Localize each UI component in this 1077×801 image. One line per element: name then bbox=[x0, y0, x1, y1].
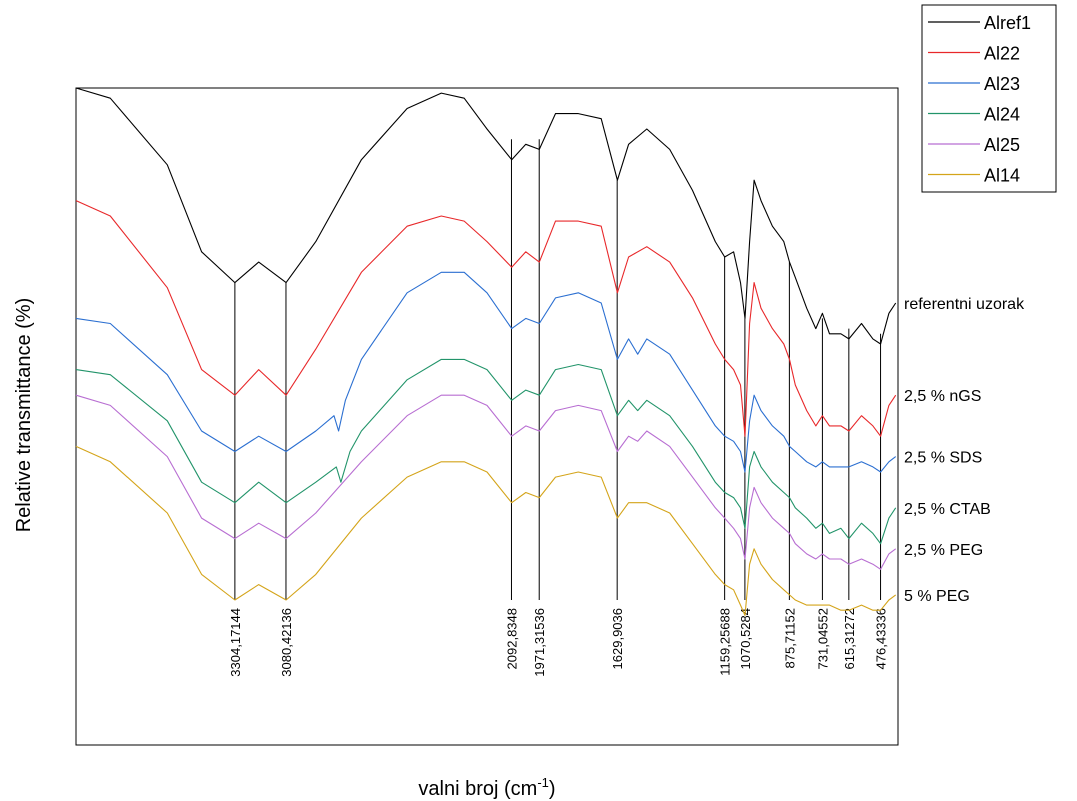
legend-box bbox=[921, 4, 1057, 193]
peak-label: 615,31272 bbox=[842, 608, 857, 669]
peak-label: 1159,25688 bbox=[718, 608, 733, 676]
series-line-al14 bbox=[75, 445, 897, 616]
peak-label: 3080,42136 bbox=[279, 608, 294, 677]
peak-label: 1070,5284 bbox=[738, 608, 753, 669]
x-axis-label-end: ) bbox=[549, 778, 556, 800]
peak-label: 875,71152 bbox=[782, 608, 797, 669]
peak-label: 1629,9036 bbox=[610, 608, 625, 669]
peak-label: 1971,31536 bbox=[532, 608, 547, 677]
x-axis-label: valni broj (cm-1) bbox=[418, 775, 555, 800]
sample-label-al22: 2,5 % nGS bbox=[904, 388, 981, 405]
legend-label-alref1: Alref1 bbox=[984, 13, 1031, 33]
legend-label-al25: Al25 bbox=[984, 135, 1020, 155]
sample-labels: referentni uzorak 2,5 % nGS 2,5 % SDS 2,5 %… bbox=[904, 296, 1025, 605]
series-line-al24 bbox=[75, 358, 897, 545]
sample-label-al24: 2,5 % CTAB bbox=[904, 501, 991, 518]
legend: Alref1 Al22 Al23 Al24 Al25 Al14 bbox=[921, 4, 1057, 193]
peak-annotations: 3304,17144 3080,42136 2092,8348 1971,31536 1… bbox=[228, 139, 889, 677]
series-line-al22 bbox=[75, 200, 897, 437]
plot-area-frame bbox=[75, 87, 899, 746]
legend-label-al23: Al23 bbox=[984, 74, 1020, 94]
x-axis-label-superscript: -1 bbox=[537, 775, 549, 790]
series-line-al25 bbox=[75, 394, 897, 570]
sample-label-alref1: referentni uzorak bbox=[904, 296, 1025, 313]
series-line-al23 bbox=[75, 271, 897, 473]
legend-label-al14: Al14 bbox=[984, 166, 1020, 186]
peak-label: 731,04552 bbox=[815, 608, 830, 669]
sample-label-al23: 2,5 % SDS bbox=[904, 450, 982, 467]
y-axis-label: Relative transmittance (%) bbox=[13, 298, 35, 533]
peak-label: 2092,8348 bbox=[504, 608, 519, 669]
peak-label: 476,43336 bbox=[874, 608, 889, 669]
legend-label-al22: Al22 bbox=[984, 44, 1020, 64]
series-line-alref1 bbox=[75, 87, 897, 345]
x-axis-label-main: valni broj (cm bbox=[418, 778, 537, 800]
spectra-series bbox=[75, 87, 897, 616]
sample-label-al25: 2,5 % PEG bbox=[904, 542, 983, 559]
sample-label-al14: 5 % PEG bbox=[904, 588, 970, 605]
peak-label: 3304,17144 bbox=[228, 608, 243, 677]
legend-label-al24: Al24 bbox=[984, 105, 1020, 125]
